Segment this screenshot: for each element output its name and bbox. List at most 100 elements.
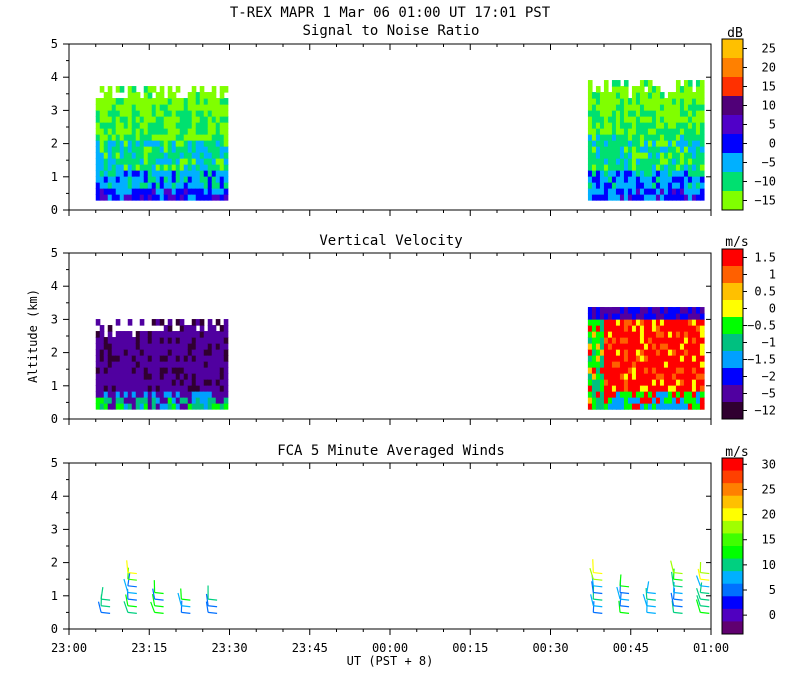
field-cell xyxy=(111,122,117,129)
field-cell xyxy=(587,319,593,326)
field-cell xyxy=(175,140,181,147)
field-cell xyxy=(191,110,197,117)
field-cell xyxy=(119,116,125,123)
wind-barb-flag xyxy=(127,585,137,588)
field-cell xyxy=(139,361,145,368)
field-cell xyxy=(679,194,685,201)
field-cell xyxy=(111,104,117,111)
field-cell xyxy=(587,104,593,111)
field-cell xyxy=(687,134,693,141)
field-cell xyxy=(183,361,189,368)
field-cell xyxy=(675,182,681,189)
field-cell xyxy=(619,391,625,398)
wind-barb-flag xyxy=(593,585,603,588)
field-cell xyxy=(639,146,645,153)
field-cell xyxy=(179,158,185,165)
field-cell xyxy=(667,397,673,404)
field-cell xyxy=(223,98,229,105)
field-cell xyxy=(219,128,225,135)
colorbar-swatch xyxy=(722,77,743,97)
field-cell xyxy=(687,158,693,165)
field-cell xyxy=(587,146,593,153)
field-cell xyxy=(667,343,673,350)
field-cell xyxy=(127,385,133,392)
field-cell xyxy=(191,397,197,404)
field-cell xyxy=(151,373,157,380)
field-cell xyxy=(607,182,613,189)
field-cell xyxy=(175,122,181,129)
field-cell xyxy=(203,164,209,171)
field-cell xyxy=(99,116,105,123)
field-cell xyxy=(131,128,137,135)
field-cell xyxy=(615,176,621,183)
field-cell xyxy=(103,104,109,111)
field-cell xyxy=(627,403,633,410)
wind-barb-flag xyxy=(127,591,137,595)
field-cell xyxy=(183,110,189,117)
field-cell xyxy=(95,391,101,398)
field-cell xyxy=(683,116,689,123)
field-cell xyxy=(671,92,677,99)
field-cell xyxy=(119,331,125,338)
field-cell xyxy=(643,80,649,87)
field-cell xyxy=(139,379,145,386)
field-cell xyxy=(631,158,637,165)
field-cell xyxy=(107,176,113,183)
field-cell xyxy=(675,367,681,374)
field-cell xyxy=(167,140,173,147)
field-cell xyxy=(659,313,665,320)
field-cell xyxy=(663,122,669,129)
field-cell xyxy=(679,116,685,123)
field-cell xyxy=(639,373,645,380)
field-cell xyxy=(611,80,617,87)
field-cell xyxy=(163,128,169,135)
field-cell xyxy=(131,98,137,105)
field-cell xyxy=(143,397,149,404)
field-cell xyxy=(99,331,105,338)
field-cell xyxy=(599,319,605,326)
field-cell xyxy=(107,110,113,117)
field-cell xyxy=(659,391,665,398)
field-cell xyxy=(143,146,149,153)
field-cell xyxy=(159,367,165,374)
field-cell xyxy=(123,373,129,380)
field-cell xyxy=(163,379,169,386)
field-cell xyxy=(123,391,129,398)
field-cell xyxy=(635,170,641,177)
field-cell xyxy=(211,325,217,332)
field-cell xyxy=(203,110,209,117)
field-cell xyxy=(635,355,641,362)
field-cell xyxy=(123,170,129,177)
field-cell xyxy=(131,182,137,189)
field-cell xyxy=(151,188,157,195)
field-cell xyxy=(175,355,181,362)
field-cell xyxy=(191,164,197,171)
field-cell xyxy=(175,146,181,153)
field-cell xyxy=(119,343,125,350)
field-cell xyxy=(595,361,601,368)
field-cell xyxy=(143,194,149,201)
field-cell xyxy=(95,188,101,195)
field-cell xyxy=(635,134,641,141)
field-cell xyxy=(159,331,165,338)
field-cell xyxy=(143,355,149,362)
field-cell xyxy=(695,331,701,338)
field-cell xyxy=(219,331,225,338)
field-cell xyxy=(179,152,185,159)
time-tick-label: 00:45 xyxy=(613,641,649,655)
field-cell xyxy=(699,313,705,320)
field-cell xyxy=(179,188,185,195)
field-cell xyxy=(691,397,697,404)
field-cell xyxy=(695,176,701,183)
field-cell xyxy=(639,164,645,171)
field-cell xyxy=(99,385,105,392)
field-cell xyxy=(615,385,621,392)
field-cell xyxy=(135,146,141,153)
field-cell xyxy=(699,80,705,87)
field-cell xyxy=(199,176,205,183)
wind-barb-flag xyxy=(700,591,710,595)
field-cell xyxy=(671,331,677,338)
field-cell xyxy=(675,176,681,183)
field-cell xyxy=(107,367,113,374)
altitude-tick-label: 5 xyxy=(51,37,58,51)
